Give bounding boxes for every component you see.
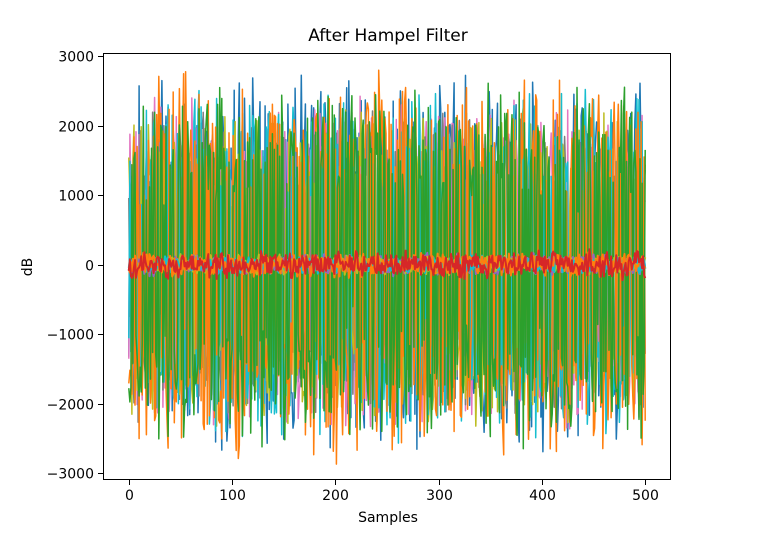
- y-axis-label: dB: [20, 258, 36, 277]
- plot-frame: [103, 53, 671, 480]
- y-tick-label: 0: [85, 259, 94, 275]
- x-axis-label: Samples: [358, 510, 418, 526]
- series-line-7: [128, 82, 646, 450]
- y-tick-label: 3000: [58, 50, 94, 66]
- x-tick-label: 200: [322, 488, 349, 504]
- x-tick-label: 100: [219, 488, 246, 504]
- x-tick-label: 0: [125, 488, 134, 504]
- x-tick-label: 400: [529, 488, 556, 504]
- series-line-12: [127, 248, 647, 282]
- series-layer: [127, 69, 647, 465]
- chart-title: After Hampel Filter: [308, 26, 467, 46]
- y-tick-label: 2000: [58, 120, 94, 136]
- x-tick-label: 500: [632, 488, 659, 504]
- y-tick-label: −2000: [47, 398, 94, 414]
- y-tick-label: 1000: [58, 189, 94, 205]
- y-axis: −3000 −2000 −1000 0 1000 2000 3000: [47, 50, 103, 483]
- x-axis: 0 100 200 300 400 500: [125, 480, 659, 504]
- x-tick-label: 300: [426, 488, 453, 504]
- y-tick-label: −3000: [47, 467, 94, 483]
- y-tick-label: −1000: [47, 328, 94, 344]
